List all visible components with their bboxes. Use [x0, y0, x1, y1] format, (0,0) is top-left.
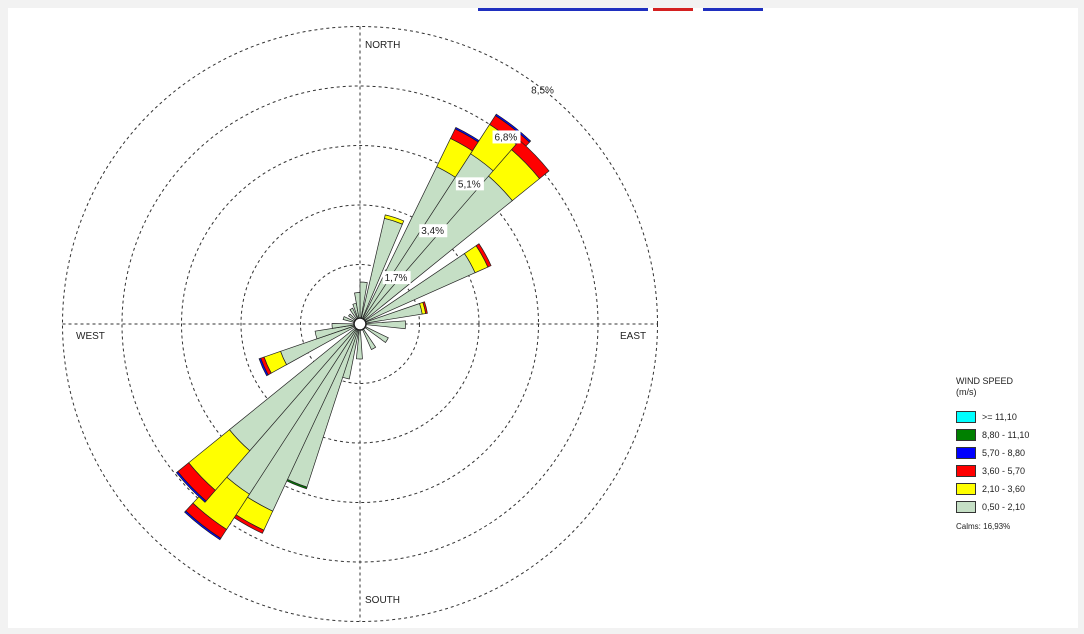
legend-swatch	[956, 429, 976, 441]
south-label: SOUTH	[365, 595, 400, 606]
sector-nne-1	[359, 214, 405, 325]
sector-n-0	[359, 281, 368, 325]
petal-6-bin-2	[422, 301, 428, 314]
petal-14-bin-3	[184, 510, 222, 541]
ring-labels: 1,7% 3,4% 5,1% 6,8% 8,5%	[382, 86, 554, 285]
legend-label: 3,60 - 5,70	[982, 466, 1026, 476]
ring-label-2: 3,4%	[421, 226, 444, 237]
legend-label: >= 11,10	[982, 412, 1017, 422]
petal-15-bin-3	[175, 471, 207, 503]
legend-item: 2,10 - 3,60	[956, 480, 1076, 498]
legend-title-line1: WIND SPEED	[956, 376, 1014, 386]
sector-w-18	[331, 323, 361, 329]
petal-9-bin-0	[359, 323, 377, 351]
petal-1-bin-1	[383, 214, 405, 225]
ring-label-1: 1,7%	[385, 273, 408, 284]
calms-value: Calms: 16,93%	[956, 522, 1011, 531]
top-window-fragment	[478, 8, 763, 11]
wind-speed-legend: WIND SPEED (m/s) >= 11,10 8,80 - 11,10 5,7…	[956, 376, 1076, 531]
legend-swatch	[956, 501, 976, 513]
legend-label: 2,10 - 3,60	[982, 484, 1026, 494]
top-fragment-blue-2	[703, 8, 763, 11]
petal-3-bin-3	[494, 113, 532, 143]
ring-label-bg-2	[419, 224, 448, 238]
sector-sse-9	[359, 323, 377, 351]
ring-label-4: 6,8%	[495, 132, 518, 143]
legend-swatch	[956, 411, 976, 423]
rose-grid	[62, 26, 658, 622]
legend-label: 0,50 - 2,10	[982, 502, 1026, 512]
sector-s-10	[355, 323, 363, 360]
petal-5-bin-2	[475, 243, 492, 268]
legend-item: 0,50 - 2,10	[956, 498, 1076, 516]
ring-label-3: 5,1%	[458, 179, 481, 190]
sector-ese-7	[359, 320, 406, 330]
petal-23-bin-0	[354, 292, 361, 325]
legend-swatch	[956, 465, 976, 477]
petal-4-bin-2	[511, 139, 550, 180]
legend-swatch	[956, 483, 976, 495]
ring-label-bg-3	[455, 177, 484, 191]
sector-wsw-16	[258, 323, 361, 377]
legend-item: 8,80 - 11,10	[956, 426, 1076, 444]
sector-e-6	[359, 301, 428, 325]
petal-17-bin-0	[314, 323, 361, 340]
sector-wsw-15	[175, 323, 361, 503]
ring-label-bg-1	[382, 271, 411, 285]
legend-item: >= 11,10	[956, 408, 1076, 426]
legend-title-line2: (m/s)	[956, 387, 977, 397]
chart-frame: 1,7% 3,4% 5,1% 6,8% 8,5% NORTH SOUTH EAST WE…	[8, 8, 1078, 628]
east-label: EAST	[620, 331, 646, 342]
top-fragment-red	[653, 8, 693, 11]
petal-16-bin-3	[258, 357, 269, 377]
legend-label: 8,80 - 11,10	[982, 430, 1030, 440]
legend-item: 5,70 - 8,80	[956, 444, 1076, 462]
petal-7-bin-0	[359, 320, 406, 330]
west-label: WEST	[76, 331, 105, 342]
petal-8-bin-0	[359, 323, 389, 344]
petal-18-bin-0	[331, 323, 361, 329]
petal-0-bin-0	[359, 281, 368, 325]
ring-label-5: 8,5%	[531, 86, 554, 97]
north-label: NORTH	[365, 40, 400, 51]
sector-se-8	[359, 323, 389, 344]
legend-swatch	[956, 447, 976, 459]
legend-label: 5,70 - 8,80	[982, 448, 1026, 458]
petal-10-bin-0	[355, 323, 363, 360]
rose-center-calms	[353, 317, 367, 331]
sector-n-23	[354, 292, 361, 325]
top-fragment-blue	[478, 8, 648, 11]
sector-w-17	[314, 323, 361, 340]
sector-ene-5	[359, 243, 492, 325]
wind-rose-chart: 1,7% 3,4% 5,1% 6,8% 8,5% NORTH SOUTH EAST WE…	[62, 26, 658, 622]
legend-item: 3,60 - 5,70	[956, 462, 1076, 480]
ring-label-bg-4	[492, 130, 521, 144]
rose-petals	[175, 113, 550, 541]
sector-ene-4	[359, 139, 550, 325]
compass-labels: NORTH SOUTH EAST WEST	[76, 40, 646, 606]
